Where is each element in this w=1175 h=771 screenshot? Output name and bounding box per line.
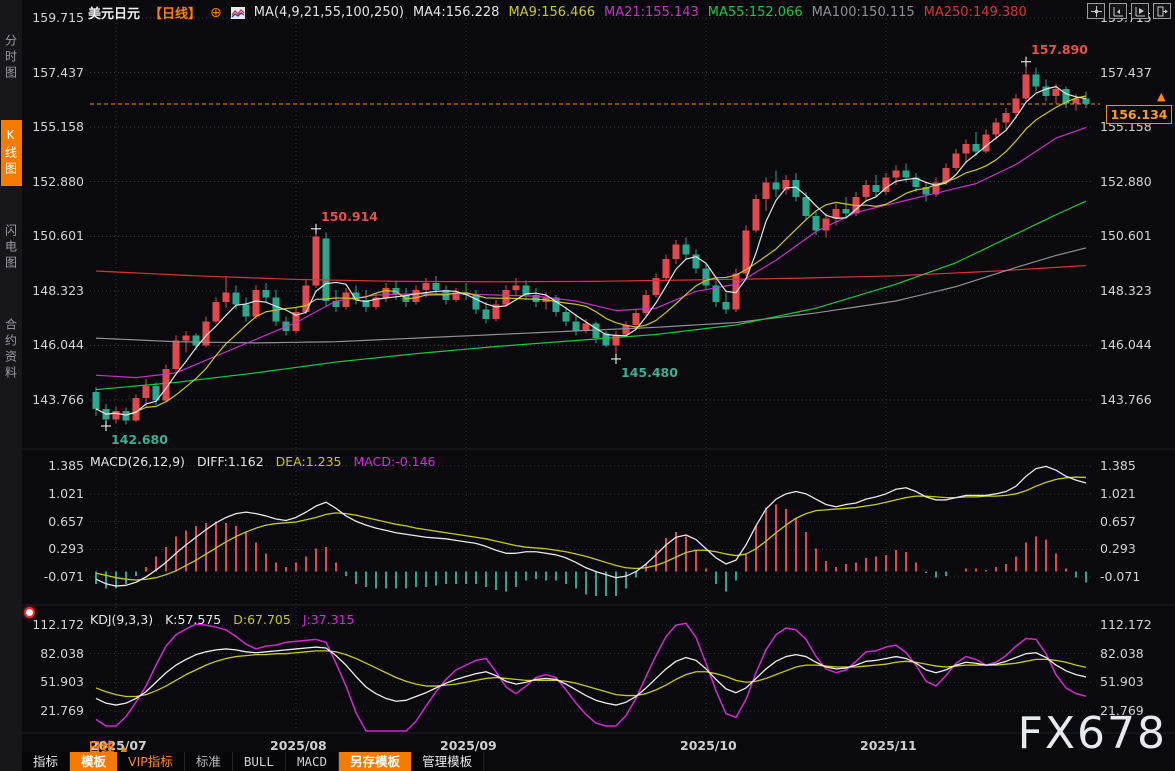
tab-standard[interactable]: 标准 [184,752,233,771]
macd-diff-value: DIFF:1.162 [196,454,264,469]
macd-dea-value: DEA:1.235 [275,454,342,469]
symbol-title: 美元日元 [88,7,141,22]
tab-macd[interactable]: MACD [285,752,340,771]
tab-manage-template[interactable]: 管理模板 [411,752,485,771]
fx678-watermark: FX678 [1017,708,1167,759]
ma4-value: MA4:156.228 [412,5,500,20]
ma100-value: MA100:150.115 [811,5,915,20]
kdj-panel-header: KDJ(9,3,3) K:57.575 D:67.705 J:37.315 [90,612,354,627]
ma250-value: MA250:149.380 [923,5,1027,20]
chevron-up-icon: ▲ [120,744,128,755]
ma21-value: MA21:155.143 [604,5,699,20]
axis-zoom-out-icon[interactable] [1131,3,1149,19]
indicator-alert-icon[interactable] [24,607,35,618]
kdj-title: KDJ(9,3,3) [90,612,154,627]
price-up-arrow-icon: ▲ [1157,89,1166,103]
axis-zoom-in-icon[interactable] [1109,3,1127,19]
chart-tool-icons [1087,3,1171,19]
ma-legend-icon [230,6,245,19]
left-sidebar: 分时图 K线图 闪电图 合约资料 [0,0,22,771]
sidebar-item-contract-info[interactable]: 合约资料 [3,318,18,382]
macd-macd-value: MACD:-0.146 [353,454,436,469]
current-price-tag: 156.134 [1106,104,1172,124]
tab-save-template[interactable]: 另存模板 [339,752,412,771]
tab-vip-indicator[interactable]: VIP指标 [117,752,185,771]
tab-bull[interactable]: BULL [232,752,286,771]
panel-expand-icon[interactable] [1153,3,1171,19]
bottom-toolbar: 指标 模板 VIP指标 标准 BULL MACD 另存模板 管理模板 [22,752,1175,771]
ma55-value: MA55:152.066 [707,5,803,20]
kdj-d-value: D:67.705 [233,612,291,627]
ma-group-label: MA(4,9,21,55,100,250) [253,5,404,20]
ma9-value: MA9:156.466 [508,5,595,20]
sidebar-item-kline-chart[interactable]: K线图 [0,120,22,186]
kdj-k-value: K:57.575 [165,612,222,627]
sidebar-item-lightning-chart[interactable]: 闪电图 [3,224,18,272]
tab-indicator[interactable]: 指标 [22,752,71,771]
kdj-j-value: J:37.315 [302,612,355,627]
add-indicator-icon[interactable]: ⊕ [210,4,222,21]
macd-panel-header: MACD(26,12,9) DIFF:1.162 DEA:1.235 MACD:… [90,454,436,469]
macd-title: MACD(26,12,9) [90,454,185,469]
period-badge: 【日线】 [149,7,202,22]
sidebar-item-timeshare-chart[interactable]: 分时图 [3,34,18,82]
chart-header: 美元日元 【日线】 ⊕ MA(4,9,21,55,100,250) MA4:15… [88,3,1027,23]
pan-move-icon[interactable] [1087,3,1105,19]
tab-template[interactable]: 模板 [70,752,118,771]
